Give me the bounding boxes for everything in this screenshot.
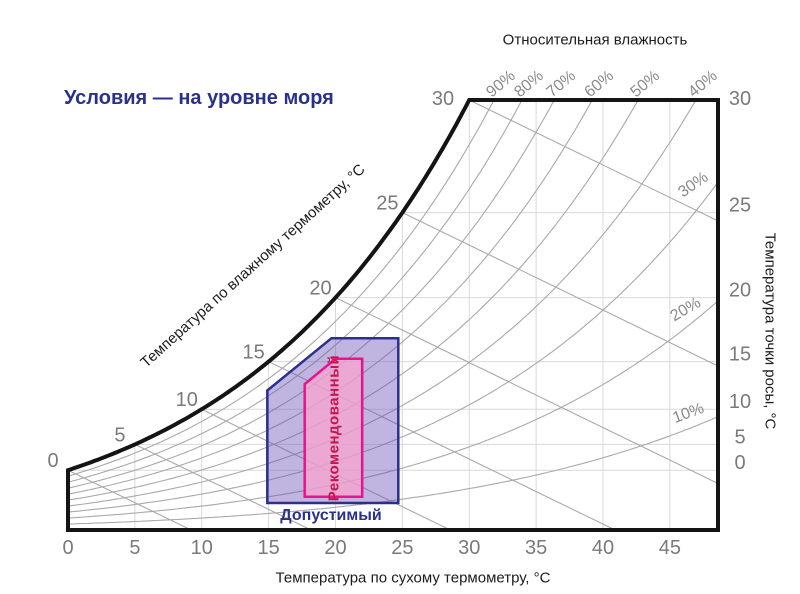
wet-bulb-tick: 5	[114, 424, 125, 446]
page-title: Условия — на уровне моря	[64, 87, 334, 109]
wet-bulb-tick: 15	[242, 342, 264, 364]
rh-label-top: 60%	[582, 67, 617, 101]
grid-lines	[68, 100, 718, 530]
wet-bulb-tick: 30	[432, 88, 454, 110]
dew-point-axis-title: Температура точки росы, °С	[761, 232, 779, 430]
dew-point-tick: 15	[729, 344, 751, 366]
dry-bulb-tick: 30	[458, 537, 480, 559]
recommended-zone-label: Рекомендованный	[325, 354, 343, 502]
zone-recommended	[303, 357, 364, 498]
tick-labels: 0 5 10 15 20 25 30 35 40 45 0 5 10 15 20 25 30 0 5 10 15 20 25…	[47, 88, 751, 559]
chart-border	[66, 98, 720, 532]
dry-bulb-tick: 10	[191, 537, 213, 559]
dry-bulb-axis-title: Температура по сухому термометру, °С	[275, 569, 551, 587]
rh-label-top: 90%	[483, 67, 518, 101]
dew-point-tick: 30	[729, 88, 751, 110]
wet-bulb-tick: 25	[376, 193, 398, 215]
dry-bulb-tick: 20	[324, 537, 346, 559]
dew-point-tick: 20	[729, 280, 751, 302]
rh-label-side: 30%	[675, 169, 711, 201]
rh-label-top: 80%	[511, 67, 546, 101]
wet-bulb-tick: 10	[176, 389, 198, 411]
wet-bulb-tick: 20	[309, 278, 331, 300]
relative-humidity-axis-title: Относительная влажность	[502, 31, 688, 49]
dry-bulb-tick: 40	[592, 537, 614, 559]
dry-bulb-tick: 15	[257, 537, 279, 559]
rh-label-side: 10%	[671, 400, 707, 427]
dew-point-tick: 25	[729, 195, 751, 217]
dry-bulb-tick: 45	[659, 537, 681, 559]
rh-label-top: 50%	[627, 67, 662, 101]
dry-bulb-tick: 25	[391, 537, 413, 559]
rh-labels: 90%80%70% 60% 50% 40% 30% 20% 10%	[483, 67, 720, 426]
rh-label-top: 70%	[544, 67, 579, 101]
dew-point-tick: 5	[734, 426, 745, 448]
dew-point-tick: 10	[729, 391, 751, 413]
allowable-zone-label: Допустимый	[280, 507, 382, 524]
wet-bulb-tick: 0	[47, 450, 58, 472]
dry-bulb-tick: 35	[525, 537, 547, 559]
rh-label-top: 40%	[685, 67, 720, 101]
dew-point-tick: 0	[734, 452, 745, 474]
rh-label-side: 20%	[668, 294, 704, 325]
dry-bulb-tick: 0	[62, 537, 73, 559]
dry-bulb-tick: 5	[129, 537, 140, 559]
